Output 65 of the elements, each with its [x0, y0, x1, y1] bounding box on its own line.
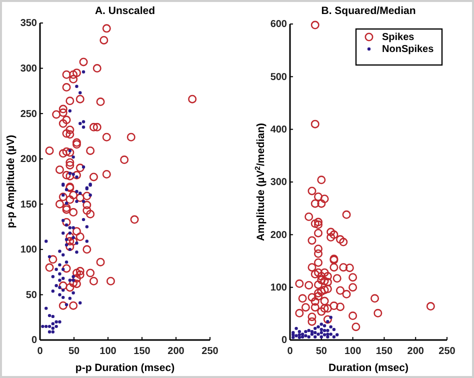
- point: [329, 332, 332, 336]
- point: [314, 331, 317, 334]
- point: [322, 324, 326, 328]
- point: [314, 326, 317, 330]
- point: [307, 328, 310, 332]
- x-tick-label: 100: [100, 346, 117, 357]
- y-tick-label: 100: [270, 282, 288, 294]
- y-tick-label: 600: [270, 19, 288, 30]
- x-tick-label: 250: [438, 346, 456, 357]
- point: [304, 334, 308, 338]
- point: [329, 316, 332, 319]
- point: [320, 322, 323, 326]
- y-tick-label: 200: [20, 154, 38, 166]
- x-axis-title: Duration (msec): [328, 362, 408, 374]
- x-tick-label: 200: [407, 346, 424, 357]
- x-tick-label: 50: [316, 346, 328, 357]
- x-tick-label: 150: [376, 346, 393, 357]
- y-axis-title: p-p Amplitude (µV): [5, 134, 17, 228]
- x-tick-label: 150: [134, 346, 151, 357]
- point: [332, 335, 336, 338]
- point: [326, 328, 330, 332]
- point: [322, 328, 326, 332]
- y-tick-label: 50: [26, 290, 38, 301]
- point: [298, 336, 302, 339]
- legend-label: Spikes: [382, 32, 415, 43]
- point: [304, 330, 308, 334]
- y-tick-label: 300: [20, 63, 38, 74]
- y-tick-label: 300: [270, 177, 288, 188]
- y-tick-label: 500: [270, 72, 288, 83]
- y-tick-label: 0: [31, 335, 38, 346]
- point: [320, 328, 323, 332]
- y-tick-label: 350: [20, 18, 38, 30]
- chart-title: A. Unscaled: [94, 5, 156, 17]
- y-tick-label: 200: [270, 230, 288, 241]
- point: [292, 336, 295, 339]
- y-tick-label: 100: [20, 244, 38, 256]
- x-tick-label: 200: [168, 346, 185, 357]
- point: [329, 325, 332, 328]
- point: [294, 334, 298, 338]
- point: [307, 335, 310, 338]
- x-tick-label: 250: [202, 346, 219, 357]
- point: [300, 332, 304, 336]
- point: [294, 326, 298, 330]
- point: [310, 332, 314, 336]
- legend-label: NonSpikes: [382, 44, 434, 55]
- point: [316, 332, 320, 336]
- point: [298, 330, 302, 334]
- point: [326, 335, 330, 338]
- y-tick-label: 250: [20, 108, 38, 120]
- point: [316, 325, 320, 328]
- y-tick-label: 150: [20, 199, 38, 210]
- y-tick-label: 0: [281, 335, 288, 346]
- x-tick-label: 50: [68, 346, 80, 357]
- x-axis-title: p-p Duration (msec): [75, 362, 175, 374]
- y-tick-label: 400: [270, 124, 288, 136]
- point: [332, 328, 336, 332]
- point: [320, 331, 323, 334]
- point: [336, 333, 339, 336]
- point: [314, 335, 317, 338]
- point: [322, 333, 326, 336]
- point: [300, 335, 304, 338]
- chart-title: B. Squared/Median: [321, 5, 416, 17]
- point: [298, 333, 302, 336]
- x-tick-label: 100: [344, 346, 362, 357]
- point: [326, 332, 330, 336]
